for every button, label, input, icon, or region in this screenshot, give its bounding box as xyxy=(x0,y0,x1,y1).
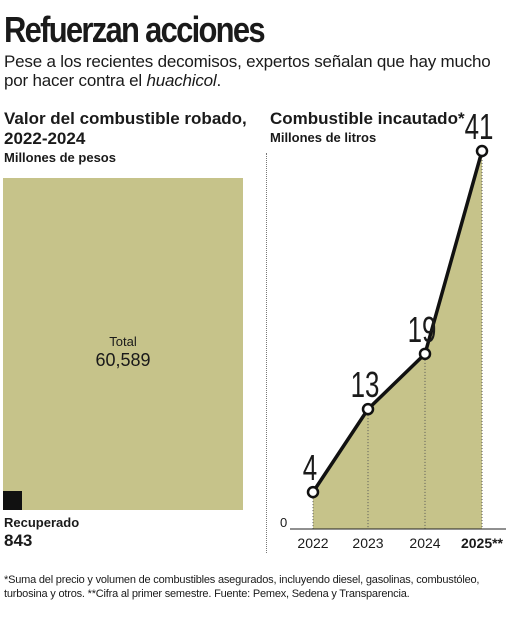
data-label-2023: 13 xyxy=(351,365,380,405)
total-value-square: Total 60,589 xyxy=(3,178,243,510)
data-label-2025: 41 xyxy=(465,110,494,147)
y-tick-label: 0 xyxy=(280,515,287,530)
total-value: 60,589 xyxy=(95,350,151,370)
total-label: Total xyxy=(109,334,137,349)
panel-divider xyxy=(266,153,267,553)
x-tick-label-2025: 2025** xyxy=(461,535,504,551)
intro-emphasis: huachicol xyxy=(146,71,217,90)
series-line xyxy=(311,150,484,494)
data-point-2022 xyxy=(306,485,320,499)
data-point-2024 xyxy=(418,347,432,361)
area-fill xyxy=(313,151,482,529)
recovered-value-square xyxy=(3,491,22,510)
footnote: *Suma del precio y volumen de combustibl… xyxy=(4,574,480,600)
data-label-2024: 19 xyxy=(408,310,437,350)
intro-main: Pese a los recientes decomisos, expertos… xyxy=(4,52,491,90)
recovered-label: Recuperado xyxy=(4,515,80,530)
data-point-2025 xyxy=(475,144,489,158)
data-point-2023 xyxy=(361,402,375,416)
recovered-value: 843 xyxy=(4,531,33,550)
seized-fuel-line-chart: 0 4 13 19 41 2022 2023 2024 2025** xyxy=(280,110,506,551)
x-tick-label-2023: 2023 xyxy=(352,535,383,551)
left-chart-title: Valor del combustible robado, 2022-2024 xyxy=(4,109,247,148)
x-tick-label-2022: 2022 xyxy=(297,535,328,551)
right-chart-subtitle: Millones de litros xyxy=(270,130,377,145)
x-tick-label-2024: 2024 xyxy=(409,535,440,551)
data-label-2022: 4 xyxy=(303,448,317,488)
intro-end: . xyxy=(216,71,222,90)
headline: Refuerzan acciones xyxy=(4,9,266,50)
left-chart-subtitle: Millones de pesos xyxy=(4,150,116,165)
intro-text: Pese a los recientes decomisos, expertos… xyxy=(4,52,509,90)
right-chart-title: Combustible incautado* xyxy=(270,109,465,128)
